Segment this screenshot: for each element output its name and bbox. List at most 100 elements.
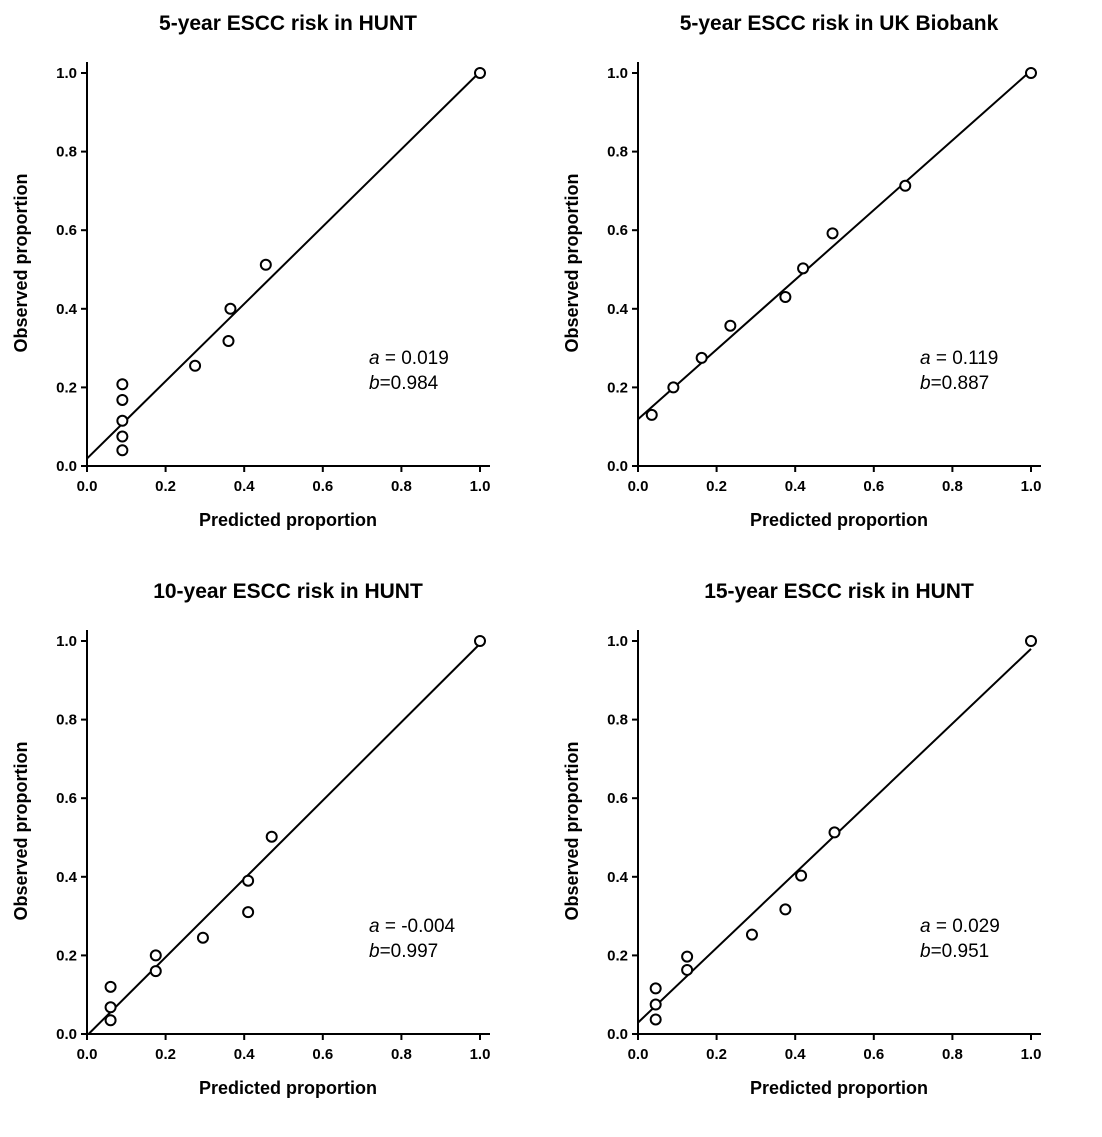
data-point [116, 393, 129, 406]
data-point [695, 351, 708, 364]
y-tick-label: 0.6 [56, 790, 77, 807]
annotation-b-value: =0.951 [931, 941, 990, 962]
y-tick-label: 0.0 [56, 458, 77, 475]
x-tick-label: 0.4 [785, 478, 807, 495]
data-point [116, 414, 129, 427]
x-axis-label: Predicted proportion [199, 510, 377, 530]
x-tick-label: 0.0 [77, 1046, 98, 1063]
data-point [116, 444, 129, 457]
calibration-plot-1: 5-year ESCC risk in HUNT 0.0 0.2 0.4 0.6 0.8 1… [11, 12, 491, 530]
x-axis-label: Predicted proportion [750, 510, 928, 530]
y-tick-label: 0.0 [607, 1026, 628, 1043]
data-point [649, 1013, 662, 1026]
data-point [779, 291, 792, 304]
chart-panel-4: 15-year ESCC risk in HUNT 0.0 0.2 0.4 0.6 0.8… [551, 568, 1102, 1136]
annotation-b: b=0.951 [920, 941, 989, 962]
annotation-a-symbol: a [920, 916, 931, 937]
data-point [1025, 67, 1037, 79]
fit-line [87, 643, 481, 1035]
y-tick-label: 0.4 [607, 301, 629, 318]
x-axis-label: Predicted proportion [750, 1078, 928, 1098]
x-tick-label: 0.0 [628, 1046, 649, 1063]
y-tick-label: 0.8 [607, 712, 628, 729]
x-axis-label: Predicted proportion [199, 1078, 377, 1098]
y-axis-label: Observed proportion [11, 173, 31, 352]
calibration-plot-3: 10-year ESCC risk in HUNT 0.0 0.2 0.4 0.6 0.8… [11, 580, 491, 1098]
x-tick-label: 0.2 [155, 1046, 176, 1063]
x-tick-label: 0.8 [391, 478, 412, 495]
data-point [104, 1001, 117, 1014]
chart-title: 10-year ESCC risk in HUNT [153, 580, 423, 603]
x-tick-label: 0.4 [234, 478, 256, 495]
calibration-plot-2: 5-year ESCC risk in UK Biobank 0.0 0.2 0.4 0… [562, 12, 1042, 530]
data-point [474, 635, 486, 647]
y-tick-label: 0.6 [56, 222, 77, 239]
x-tick-label: 0.6 [863, 1046, 884, 1063]
annotation-b-symbol: b [369, 941, 380, 962]
data-point [724, 319, 737, 332]
y-tick-label: 0.2 [607, 947, 628, 964]
y-tick-label: 0.4 [56, 869, 78, 886]
annotation-a-value: = -0.004 [380, 916, 456, 937]
data-point [104, 980, 117, 993]
data-point [222, 335, 235, 348]
annotation-b: b=0.997 [369, 941, 438, 962]
x-tick-label: 0.6 [312, 1046, 333, 1063]
chart-panel-1: 5-year ESCC risk in HUNT 0.0 0.2 0.4 0.6 0.8 1… [0, 0, 551, 568]
y-tick-label: 1.0 [56, 65, 77, 82]
annotation-a-symbol: a [920, 348, 931, 369]
x-tick-label: 0.0 [628, 478, 649, 495]
data-point [779, 903, 792, 916]
data-point [681, 963, 694, 976]
chart-panel-3: 10-year ESCC risk in HUNT 0.0 0.2 0.4 0.6 0.8… [0, 568, 551, 1136]
x-tick-label: 1.0 [470, 1046, 491, 1063]
chart-title: 5-year ESCC risk in UK Biobank [680, 12, 999, 35]
annotation-a-value: = 0.119 [931, 348, 999, 369]
y-tick-label: 0.4 [607, 869, 629, 886]
data-point [899, 179, 912, 192]
y-tick-label: 0.0 [607, 458, 628, 475]
annotation-a: a = -0.004 [369, 916, 456, 937]
data-point [189, 359, 202, 372]
data-point [224, 302, 237, 315]
annotation-b-value: =0.984 [380, 373, 439, 394]
annotation-a-value: = 0.029 [931, 916, 1000, 937]
y-tick-label: 0.2 [607, 379, 628, 396]
annotation-b-symbol: b [920, 373, 931, 394]
annotation-a: a = 0.119 [920, 348, 998, 369]
x-tick-label: 1.0 [470, 478, 491, 495]
y-tick-label: 1.0 [607, 65, 628, 82]
data-point [1025, 635, 1037, 647]
data-point [649, 982, 662, 995]
data-point [474, 67, 486, 79]
annotation-a-value: = 0.019 [380, 348, 449, 369]
y-axis-label: Observed proportion [562, 741, 582, 920]
data-point [667, 381, 680, 394]
y-tick-label: 0.8 [56, 144, 77, 161]
x-tick-label: 0.2 [155, 478, 176, 495]
y-axis-label: Observed proportion [562, 173, 582, 352]
annotation-b: b=0.984 [369, 373, 439, 394]
annotation-b: b=0.887 [920, 373, 989, 394]
x-tick-label: 0.4 [785, 1046, 807, 1063]
data-point [828, 826, 841, 839]
annotation-a-symbol: a [369, 916, 380, 937]
data-point [795, 869, 808, 882]
data-point [116, 378, 129, 391]
annotation-b-value: =0.887 [931, 373, 990, 394]
x-tick-label: 1.0 [1021, 478, 1042, 495]
x-tick-label: 0.6 [863, 478, 884, 495]
y-tick-label: 0.0 [56, 1026, 77, 1043]
y-tick-label: 1.0 [56, 633, 77, 650]
data-point [242, 874, 255, 887]
annotation-a: a = 0.029 [920, 916, 1000, 937]
annotation-a: a = 0.019 [369, 348, 449, 369]
y-tick-label: 0.6 [607, 790, 628, 807]
chart-title: 15-year ESCC risk in HUNT [704, 580, 974, 603]
data-point [797, 262, 810, 275]
y-tick-label: 0.8 [56, 712, 77, 729]
y-tick-label: 0.6 [607, 222, 628, 239]
data-point [649, 998, 662, 1011]
annotation-a-symbol: a [369, 348, 380, 369]
data-point [149, 949, 162, 962]
